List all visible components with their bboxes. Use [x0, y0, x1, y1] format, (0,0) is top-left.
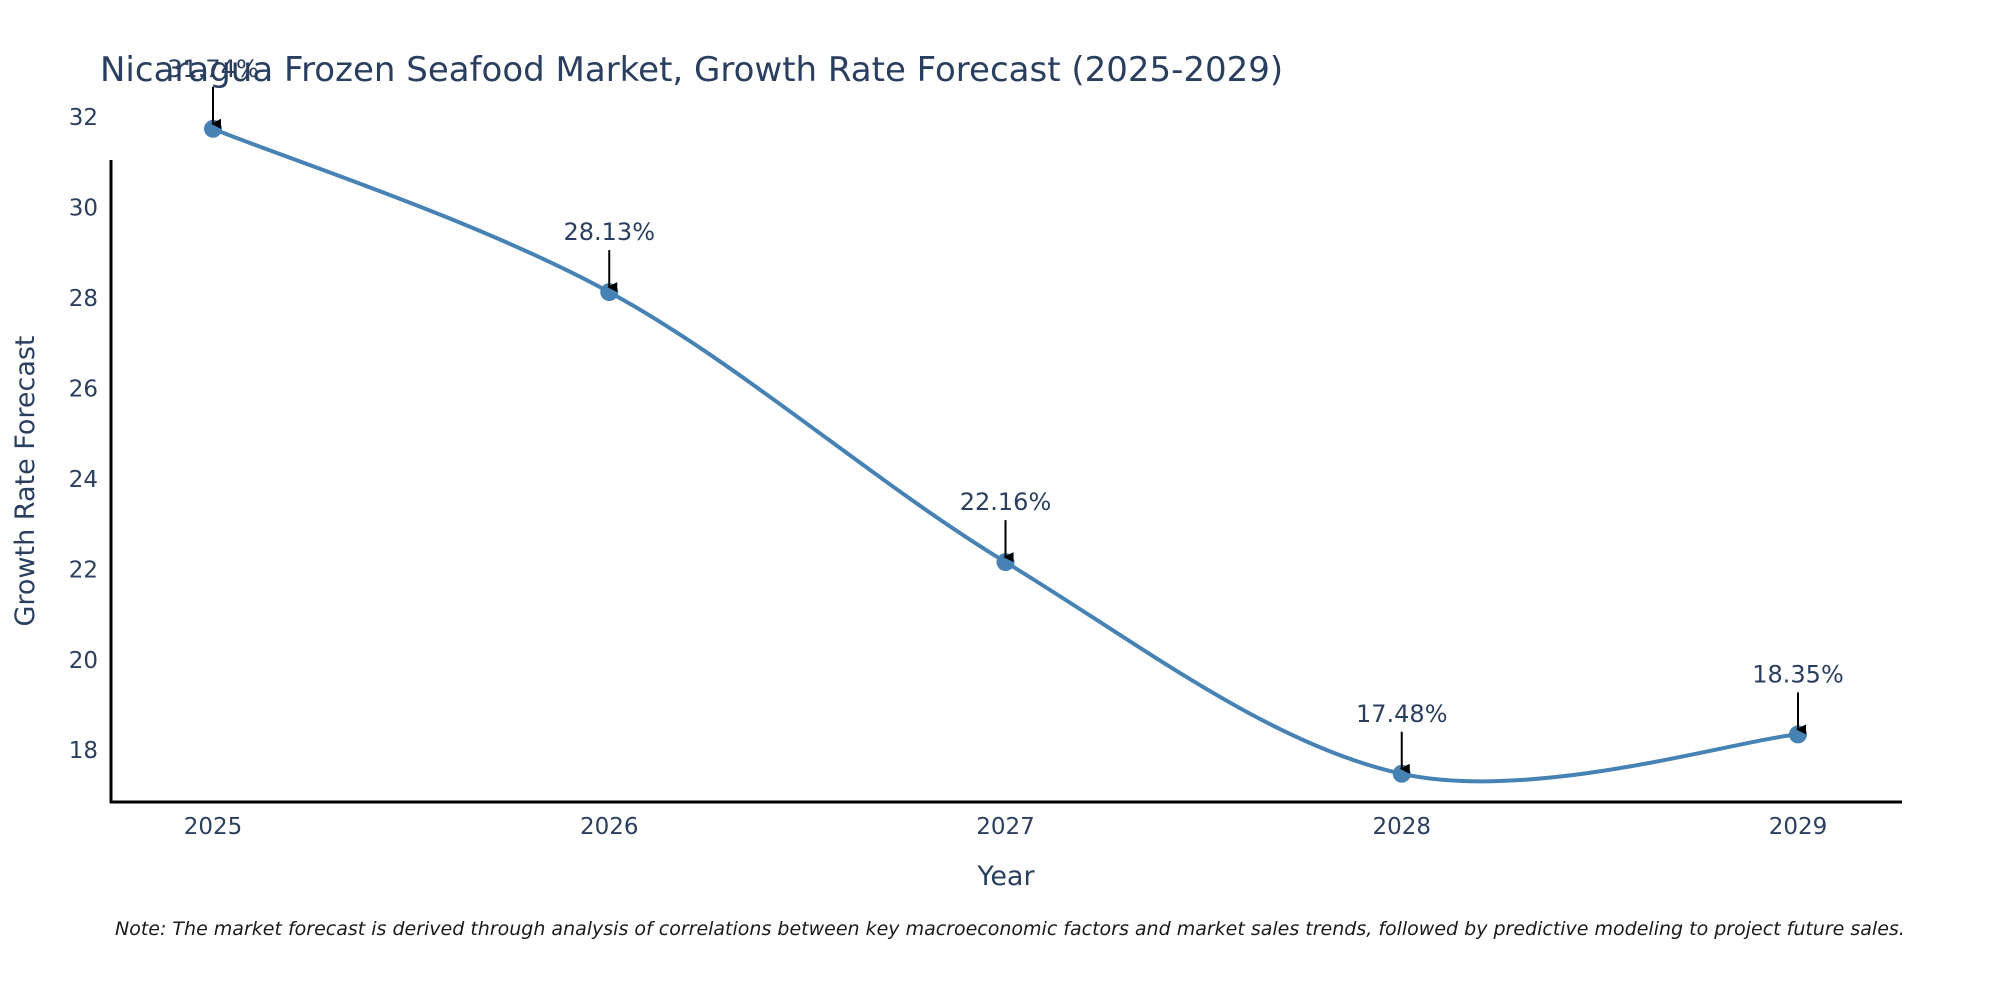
data-label: 31.74%	[167, 55, 259, 83]
x-tick-label: 2025	[184, 814, 243, 840]
y-axis-title: Growth Rate Forecast	[10, 335, 41, 626]
data-annotations: 31.74% 28.13% 22.16% 17.48% 18.35%	[167, 55, 1844, 774]
y-tick-label: 30	[69, 196, 98, 222]
growth-rate-line	[212, 126, 1799, 784]
y-tick-label: 32	[69, 105, 98, 131]
chart-title: Nicaragua Frozen Seafood Market, Growth …	[100, 50, 1283, 90]
x-tick-labels: 2025 2026 2027 2028 2029	[184, 814, 1828, 840]
y-tick-label: 20	[69, 648, 98, 674]
y-tick-label: 24	[69, 467, 98, 493]
y-tick-labels: 18 20 22 24 26 28 30 32	[69, 105, 98, 764]
data-label: 18.35%	[1752, 660, 1844, 688]
x-tick-label: 2028	[1372, 814, 1431, 840]
x-tick-label: 2029	[1769, 814, 1828, 840]
y-tick-label: 22	[69, 557, 98, 583]
data-label: 22.16%	[960, 488, 1052, 516]
data-label: 28.13%	[563, 218, 655, 246]
x-tick-label: 2027	[976, 814, 1035, 840]
data-label: 17.48%	[1356, 700, 1448, 728]
y-tick-label: 26	[69, 376, 98, 402]
x-axis-title: Year	[976, 861, 1035, 892]
y-tick-label: 28	[69, 286, 98, 312]
y-tick-label: 18	[69, 738, 98, 764]
data-points	[204, 119, 1807, 783]
x-tick-label: 2026	[580, 814, 639, 840]
forecast-note: Note: The market forecast is derived thr…	[115, 918, 1905, 940]
